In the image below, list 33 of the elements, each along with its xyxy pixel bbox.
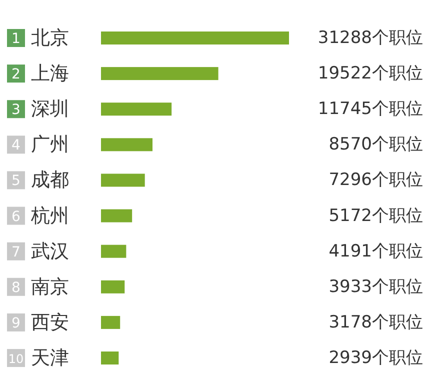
data-label: 3178个职位 <box>328 312 423 332</box>
y-tick-label: 成都 <box>31 169 69 192</box>
data-label: 19522个职位 <box>318 64 423 84</box>
data-label: 4191个职位 <box>328 241 423 262</box>
bar <box>101 316 120 329</box>
rank-badge: 3 <box>7 100 25 118</box>
bar <box>101 174 145 187</box>
bar <box>101 352 119 364</box>
data-label: 31288个职位 <box>318 28 423 48</box>
data-label: 8570个职位 <box>328 134 423 155</box>
y-tick-label: 深圳 <box>31 98 69 120</box>
y-tick-label: 北京 <box>31 27 69 49</box>
y-tick-label: 南京 <box>31 276 69 298</box>
data-label: 5172个职位 <box>328 206 423 226</box>
data-label: 3933个职位 <box>328 276 423 297</box>
bar <box>101 244 126 258</box>
data-label: 11745个职位 <box>318 99 423 120</box>
y-tick-label: 广州 <box>31 134 69 156</box>
y-tick-label: 杭州 <box>30 204 69 227</box>
y-tick-label: 西安 <box>31 311 69 334</box>
bar <box>101 32 289 44</box>
bar <box>101 280 125 294</box>
y-tick-label: 武汉 <box>31 240 69 262</box>
y-tick-label: 上海 <box>31 62 69 85</box>
rank-badge: 1 <box>7 29 25 47</box>
y-tick-label: 天津 <box>31 347 69 369</box>
bar <box>101 209 132 222</box>
data-label: 7296个职位 <box>328 170 423 190</box>
bar <box>101 102 172 116</box>
bar <box>101 138 152 152</box>
bar <box>101 67 218 80</box>
data-label: 2939个职位 <box>328 348 423 368</box>
rank-badge: 2 <box>7 64 25 83</box>
